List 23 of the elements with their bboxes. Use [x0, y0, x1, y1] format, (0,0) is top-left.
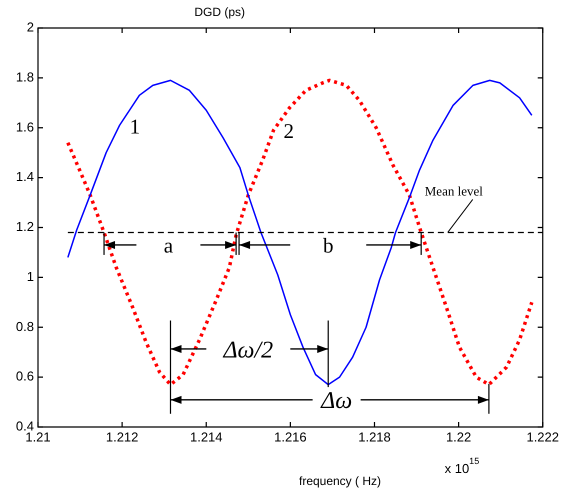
annotation: a	[164, 233, 174, 258]
y-tick-label: 1.8	[16, 69, 34, 84]
y-axis-title: DGD (ps)	[194, 5, 246, 19]
y-tick-label: 1	[26, 268, 34, 284]
x-tick-label: 1.222	[526, 429, 560, 444]
annotation: b	[322, 233, 334, 258]
y-tick-label: 1.4	[16, 169, 34, 184]
y-tick-label: 0.8	[16, 318, 34, 334]
x-tick-label: 1.214	[190, 429, 223, 444]
series-label: 2	[284, 119, 294, 144]
y-tick-label: 1.6	[16, 119, 34, 134]
x-tick-label: 1.22	[446, 429, 472, 444]
annotation: Δω/2	[222, 337, 274, 364]
x-tick-label: 1.218	[358, 429, 391, 444]
annotation: Δω	[320, 388, 352, 414]
x-tick-label: 1.216	[274, 429, 307, 444]
y-tick-label: 1.2	[16, 219, 34, 234]
series-label: 1	[130, 114, 140, 138]
y-tick-label: 2	[26, 20, 34, 35]
x-axis-title: frequency ( Hz)	[298, 474, 382, 488]
ref-line-label: Mean level	[424, 183, 484, 198]
y-tick-label: 0.6	[16, 368, 34, 384]
x-tick-label: 1.212	[106, 429, 138, 444]
